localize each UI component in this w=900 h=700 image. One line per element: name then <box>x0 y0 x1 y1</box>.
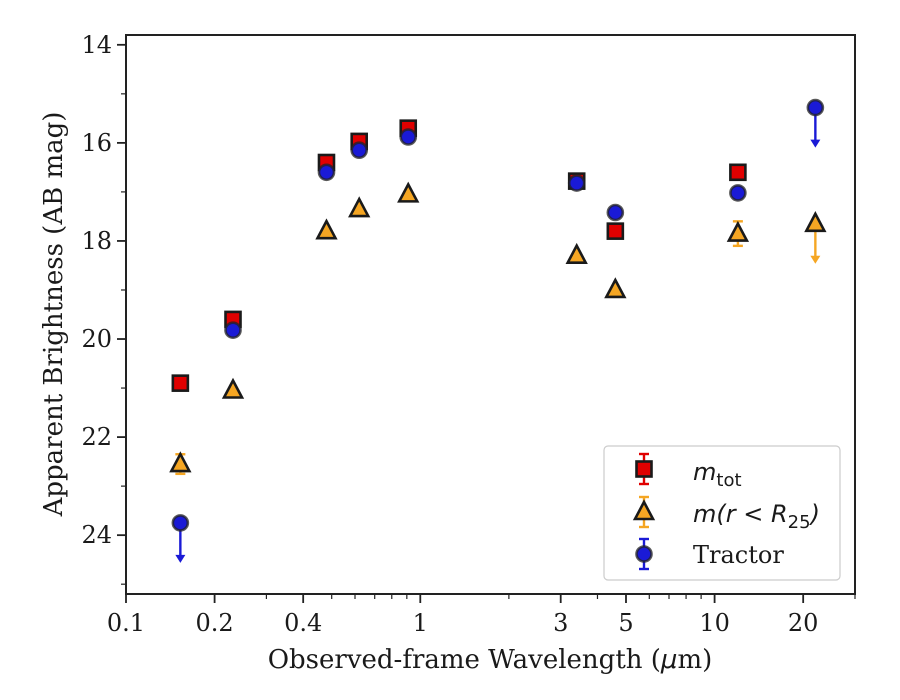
y-tick-label: 18 <box>81 227 112 255</box>
x-tick-label: 1 <box>413 609 428 637</box>
y-tick-label: 20 <box>81 325 112 353</box>
x-tick-label: 10 <box>699 609 730 637</box>
y-tick-label: 24 <box>81 521 112 549</box>
x-tick-label: 0.1 <box>107 609 145 637</box>
y-axis-ticks: 14 16 18 20 22 24 <box>81 31 126 585</box>
x-axis-label: Observed-frame Wavelength (μm) <box>268 645 713 675</box>
legend-label-tractor: Tractor <box>693 541 784 569</box>
legend-marker-tractor <box>635 537 653 571</box>
data-point-mr25 <box>169 451 192 473</box>
data-point-tractor <box>317 163 336 182</box>
legend-markers <box>632 452 656 571</box>
x-tick-label: 3 <box>553 609 568 637</box>
series-tractor <box>171 98 825 563</box>
legend-label-mr25: m(r < R25) <box>693 500 820 533</box>
legend-marker-mr25 <box>632 495 656 529</box>
data-point-tractor <box>171 514 190 532</box>
data-point-mr25 <box>348 196 371 218</box>
data-point-tractor <box>806 98 825 117</box>
data-point-mtot <box>606 222 625 240</box>
legend-symbol-tractor <box>635 545 653 563</box>
x-axis-label-suffix: m) <box>677 645 712 675</box>
upper-limit-arrowhead <box>810 139 821 148</box>
legend-symbol-mtot <box>635 460 653 478</box>
y-tick-label: 16 <box>81 129 112 157</box>
data-point-tractor <box>224 321 242 339</box>
x-tick-label: 0.4 <box>284 609 322 637</box>
upper-limit-arrowhead <box>810 255 821 264</box>
x-tick-label: 5 <box>618 609 633 637</box>
data-point-mr25 <box>604 277 627 299</box>
upper-limit-arrowhead <box>175 554 186 563</box>
legend-label-mtot: mtot <box>693 458 742 491</box>
data-point-mr25 <box>315 218 338 240</box>
legend-symbol-mr25 <box>632 499 656 521</box>
legend-marker-mtot <box>635 452 653 486</box>
data-point-mr25 <box>397 181 420 203</box>
data-point-tractor <box>606 203 625 222</box>
data-point-mr25 <box>221 377 245 399</box>
data-point-tractor <box>729 184 747 202</box>
data-point-mr25 <box>804 211 827 233</box>
x-axis-ticks: 0.1 0.2 0.4 1 3 5 10 20 <box>107 594 856 637</box>
data-marks <box>169 98 827 563</box>
series-mtot <box>171 119 747 392</box>
y-axis-label: Apparent Brightness (AB mag) <box>39 112 69 518</box>
x-tick-label: 0.2 <box>196 609 234 637</box>
legend: mtot m(r < R25) Tractor <box>603 445 841 581</box>
data-point-mtot <box>729 163 747 182</box>
x-axis-label-prefix: Observed-frame Wavelength ( <box>268 645 661 675</box>
plot-frame <box>125 34 856 595</box>
data-point-tractor <box>350 141 368 160</box>
data-point-mtot <box>171 374 190 392</box>
legend-box <box>603 445 841 581</box>
y-tick-label: 14 <box>81 31 112 59</box>
data-point-tractor <box>567 174 586 192</box>
data-point-mr25 <box>565 242 588 264</box>
data-point-mr25 <box>726 220 750 242</box>
x-axis-label-mu: μ <box>660 645 678 675</box>
data-point-tractor <box>399 128 418 146</box>
y-tick-label: 22 <box>81 423 112 451</box>
x-tick-label: 20 <box>788 609 819 637</box>
series-mr25 <box>169 181 827 476</box>
